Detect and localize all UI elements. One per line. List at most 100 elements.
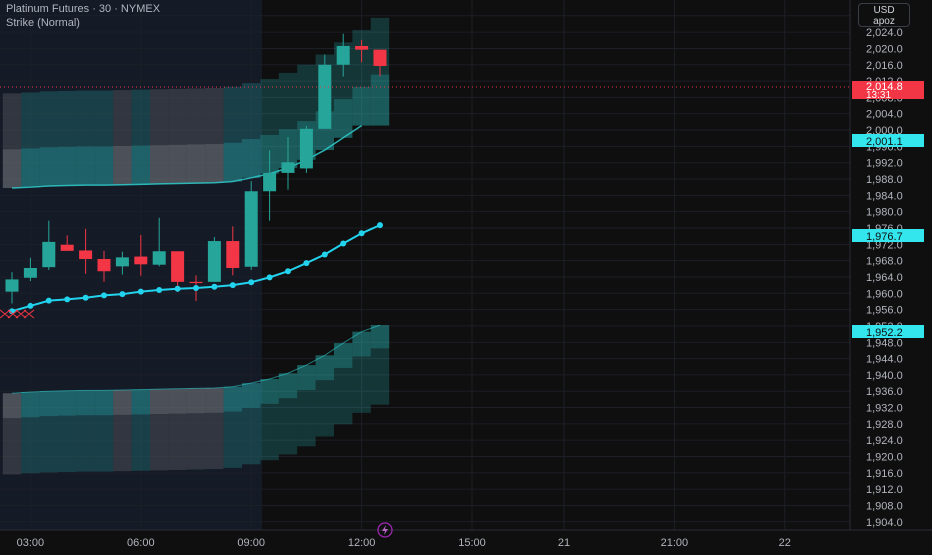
price-tick-label: 1,920.0 xyxy=(866,452,903,464)
lightning-icon[interactable] xyxy=(377,522,393,538)
lower-band-tag: 1,952.2 xyxy=(866,327,903,339)
mid-line-tag: 1,976.7 xyxy=(866,231,903,243)
band-segment xyxy=(278,373,298,399)
band-segment xyxy=(113,90,132,146)
band-segment xyxy=(278,398,298,455)
time-tick-label: 22 xyxy=(779,537,791,549)
price-tick-label: 1,928.0 xyxy=(866,419,903,431)
upper-band-tag-bg xyxy=(852,134,924,147)
band-segment xyxy=(113,389,132,415)
price-tick-label: 1,992.0 xyxy=(866,158,903,170)
band-segment xyxy=(150,89,169,146)
band-segment xyxy=(297,64,316,122)
band-segment xyxy=(76,90,95,147)
band-segment xyxy=(242,407,261,465)
band-segment xyxy=(94,415,114,472)
price-tick-label: 1,932.0 xyxy=(866,403,903,415)
candle-body xyxy=(42,241,56,268)
lower-band-tag-bg xyxy=(852,325,924,338)
time-axis[interactable]: 03:00 06:00 09:00 12:00 15:00 21 21:00 22 xyxy=(17,537,791,549)
band-segment xyxy=(94,90,114,147)
unit-label: apoz xyxy=(873,16,895,27)
candle-body xyxy=(355,45,369,50)
candle-body xyxy=(318,64,332,129)
chart-legend[interactable]: Platinum Futures · 30 · NYMEX Strike (No… xyxy=(6,2,160,30)
candle-body xyxy=(336,45,350,65)
candles xyxy=(5,33,387,304)
band-segment xyxy=(131,414,150,471)
band-segment xyxy=(2,149,22,189)
strike-band-fill xyxy=(2,17,390,475)
band-segment xyxy=(223,86,242,143)
price-tick-label: 1,912.0 xyxy=(866,484,903,496)
band-segment xyxy=(131,389,150,415)
band-segment xyxy=(352,356,371,413)
candle-body xyxy=(207,241,221,282)
band-segment xyxy=(186,413,206,470)
price-tick-label: 1,944.0 xyxy=(866,354,903,366)
mid-line-point xyxy=(266,274,273,281)
band-segment xyxy=(39,91,58,148)
price-tick-label: 1,964.0 xyxy=(866,272,903,284)
indicator-title[interactable]: Strike (Normal) xyxy=(6,17,80,29)
mid-line-point xyxy=(101,292,107,299)
band-segment xyxy=(370,74,390,126)
time-tick-label: 09:00 xyxy=(237,537,265,549)
mid-line-point xyxy=(119,291,126,298)
mid-line-point xyxy=(321,251,328,258)
band-segment xyxy=(334,343,353,368)
band-segment xyxy=(370,348,390,405)
band-segment xyxy=(334,367,353,425)
band-segment xyxy=(168,144,187,184)
mid-line-point xyxy=(174,285,181,292)
price-tick-label: 1,956.0 xyxy=(866,305,903,317)
mid-line-point xyxy=(45,297,52,304)
mid-line-point xyxy=(64,296,71,303)
mid-line-point xyxy=(377,222,383,229)
currency-unit-button[interactable]: USD apoz xyxy=(858,3,910,27)
last-price-tag-bg xyxy=(852,81,924,99)
band-segment xyxy=(205,143,224,183)
mid-line-point xyxy=(193,284,199,291)
price-tick-label: 1,960.0 xyxy=(866,288,903,300)
mid-line-series xyxy=(9,222,383,315)
candle-body xyxy=(244,191,258,267)
band-segment xyxy=(76,146,95,186)
candle-body xyxy=(5,279,19,292)
band-segment xyxy=(150,414,169,471)
band-segment xyxy=(21,92,40,149)
band-segment xyxy=(260,403,279,461)
price-tick-label: 1,936.0 xyxy=(866,386,903,398)
band-segment xyxy=(186,388,206,414)
band-segment xyxy=(58,146,77,186)
mid-line-point xyxy=(9,308,15,315)
price-tick-label: 2,020.0 xyxy=(866,43,903,55)
price-tick-label: 1,968.0 xyxy=(866,256,903,268)
mid-line-tag-bg xyxy=(852,229,924,242)
band-segment xyxy=(58,415,77,473)
band-segment xyxy=(39,391,58,417)
band-segment xyxy=(2,93,22,150)
band-segment xyxy=(94,146,114,186)
symbol-title[interactable]: Platinum Futures · 30 · NYMEX xyxy=(6,3,161,15)
candle-body xyxy=(263,172,277,192)
price-tick-label: 1,984.0 xyxy=(866,190,903,202)
mid-line-point xyxy=(358,230,365,237)
price-tick-label: 2,016.0 xyxy=(866,60,903,72)
band-segment xyxy=(352,86,371,126)
candle-body xyxy=(189,281,203,284)
band-segment xyxy=(297,389,316,447)
candle-body xyxy=(299,128,313,169)
band-segment xyxy=(315,380,334,437)
band-segment xyxy=(242,383,261,408)
price-tick-label: 2,004.0 xyxy=(866,109,903,121)
x-markers xyxy=(0,309,35,319)
price-tick-label: 1,916.0 xyxy=(866,468,903,480)
band-segment xyxy=(223,386,242,412)
candle-body xyxy=(152,251,166,265)
band-segment xyxy=(260,79,279,135)
band-segment xyxy=(39,147,58,186)
bar-countdown: 13:31 xyxy=(866,90,891,101)
